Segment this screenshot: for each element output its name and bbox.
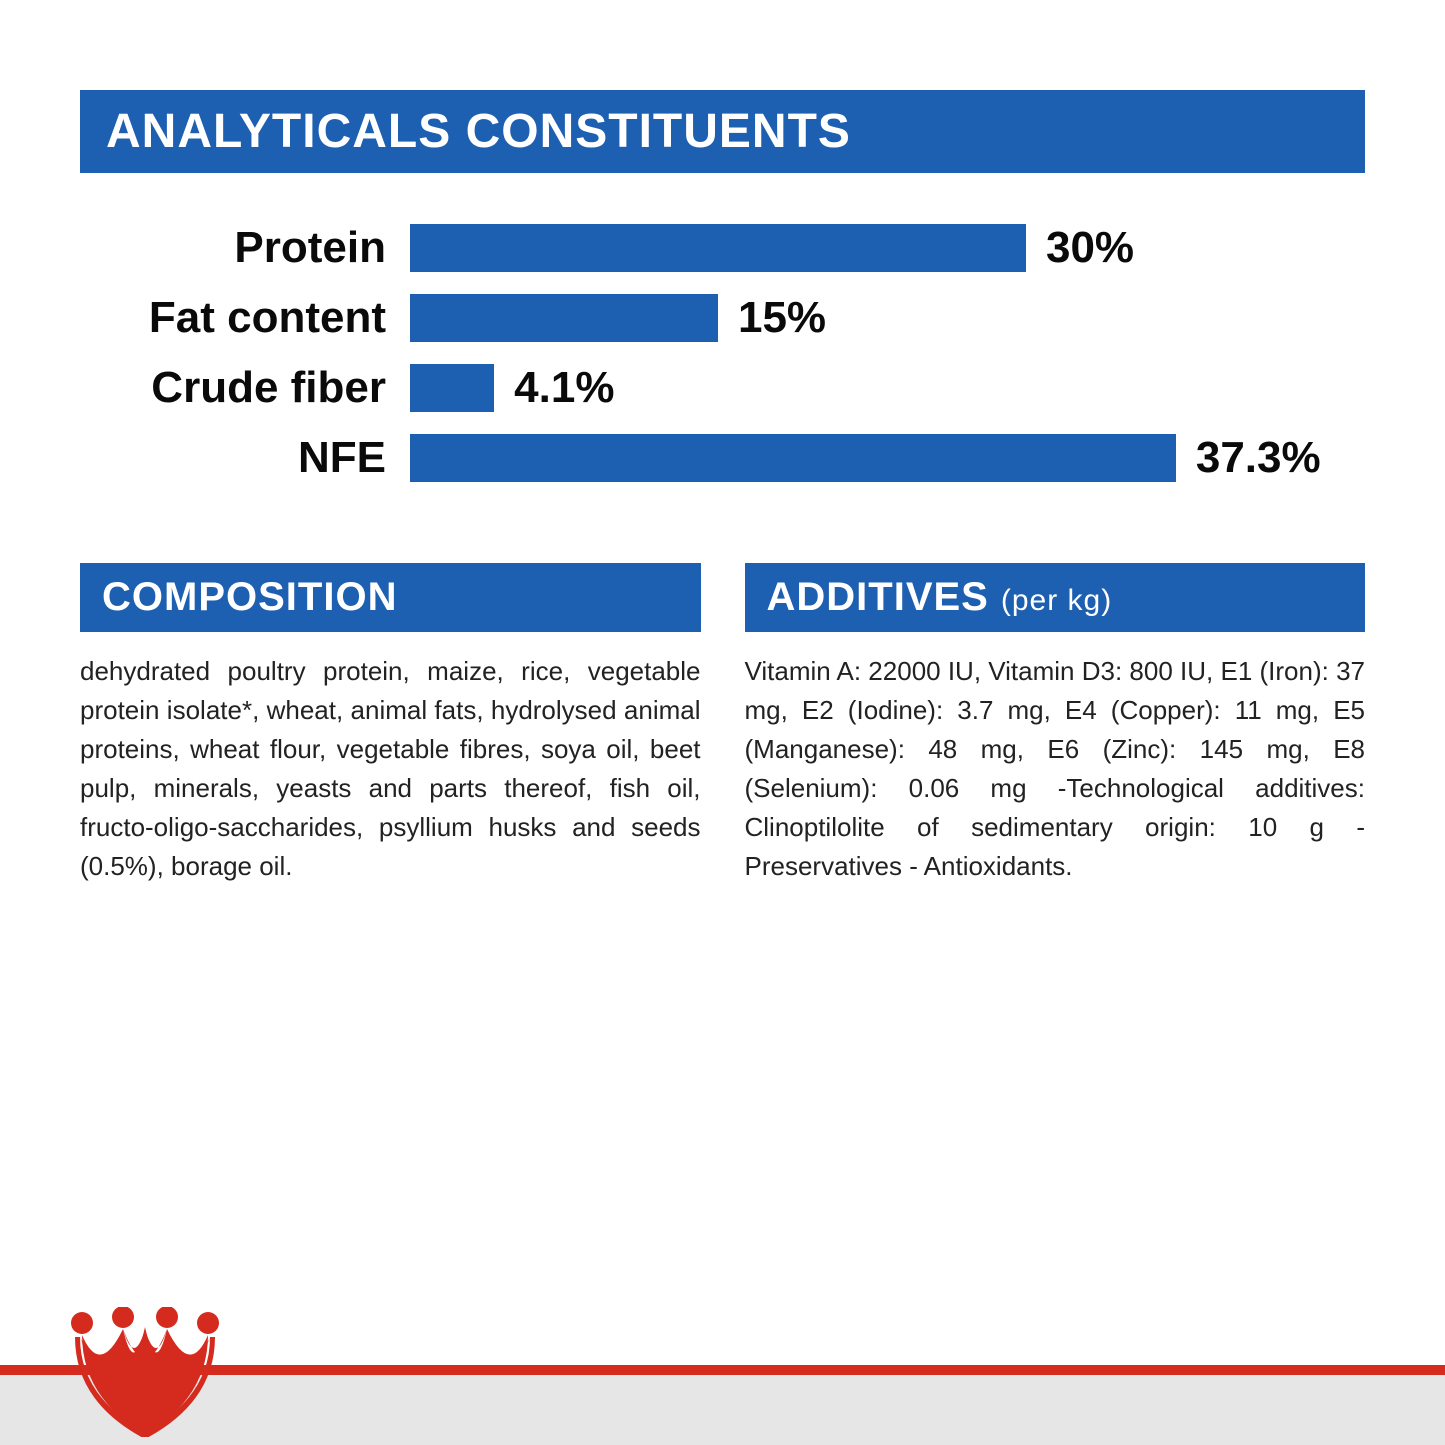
composition-heading: COMPOSITION: [80, 563, 701, 632]
chart-bar: [410, 364, 494, 412]
chart-bar: [410, 224, 1026, 272]
chart-label: Fat content: [80, 293, 410, 343]
chart-label: NFE: [80, 433, 410, 483]
chart-value: 15%: [718, 293, 826, 343]
chart-value: 37.3%: [1176, 433, 1321, 483]
additives-heading-sub: (per kg): [1001, 584, 1112, 618]
additives-body: Vitamin A: 22000 IU, Vitamin D3: 800 IU,…: [745, 652, 1366, 886]
chart-row: Protein 30%: [80, 213, 1365, 283]
chart-bar-zone: 15%: [410, 293, 1365, 343]
chart-bar-zone: 4.1%: [410, 363, 1365, 413]
chart-value: 4.1%: [494, 363, 614, 413]
chart-value: 30%: [1026, 223, 1134, 273]
info-columns: COMPOSITION dehydrated poultry protein, …: [80, 563, 1365, 886]
chart-row: NFE 37.3%: [80, 423, 1365, 493]
additives-column: ADDITIVES (per kg) Vitamin A: 22000 IU, …: [745, 563, 1366, 886]
crown-icon: [60, 1307, 230, 1437]
chart-bar-zone: 30%: [410, 223, 1365, 273]
chart-label: Protein: [80, 223, 410, 273]
additives-heading: ADDITIVES (per kg): [745, 563, 1366, 632]
composition-body: dehydrated poultry protein, maize, rice,…: [80, 652, 701, 886]
chart-label: Crude fiber: [80, 363, 410, 413]
chart-row: Crude fiber 4.1%: [80, 353, 1365, 423]
content-area: ANALYTICALS CONSTITUENTS Protein 30% Fat…: [0, 0, 1445, 886]
analyticals-chart: Protein 30% Fat content 15% Crude fiber …: [80, 213, 1365, 493]
composition-column: COMPOSITION dehydrated poultry protein, …: [80, 563, 701, 886]
composition-heading-text: COMPOSITION: [102, 575, 397, 620]
chart-row: Fat content 15%: [80, 283, 1365, 353]
chart-title: ANALYTICALS CONSTITUENTS: [80, 90, 1365, 173]
chart-bar-zone: 37.3%: [410, 433, 1365, 483]
chart-bar: [410, 434, 1176, 482]
footer: [0, 1345, 1445, 1445]
additives-heading-text: ADDITIVES: [767, 575, 989, 620]
chart-bar: [410, 294, 718, 342]
